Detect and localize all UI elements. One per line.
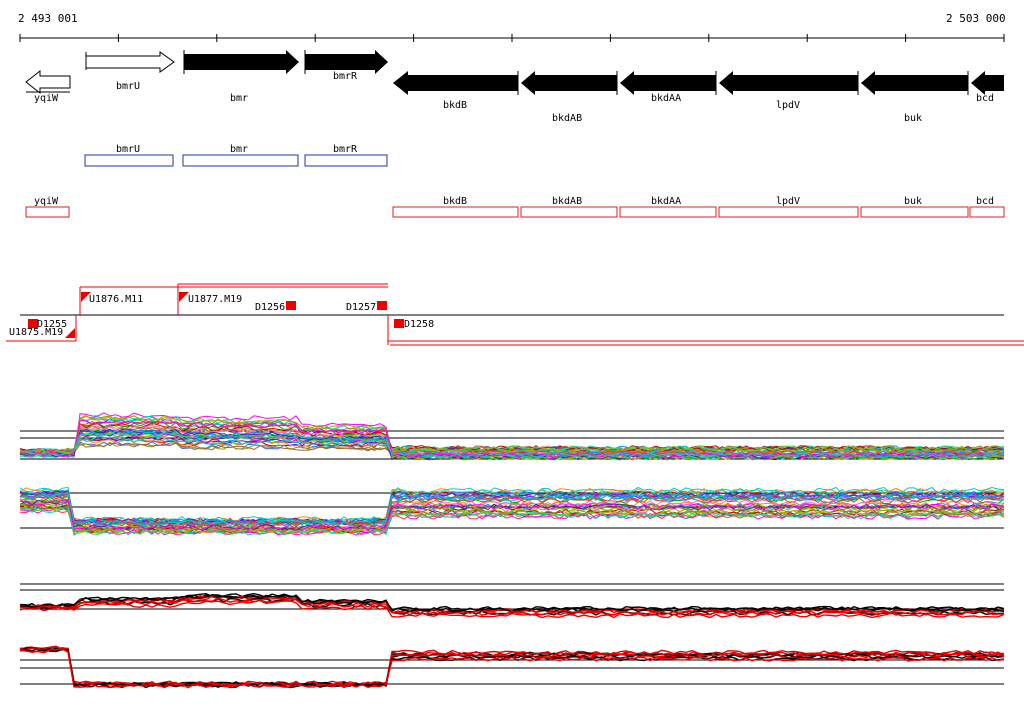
expression-profile-line — [19, 507, 1005, 536]
expression-profile-line — [19, 599, 1005, 619]
gene-arrow-bkdAA[interactable]: bkdAA — [620, 71, 717, 104]
reverse-box-yqiW[interactable]: yqiW — [25, 196, 70, 218]
expression-profile-line — [19, 646, 1005, 687]
forward-gene-boxes-track[interactable]: bmrU bmr bmrR — [84, 144, 388, 167]
expression-summary-forward[interactable] — [19, 583, 1005, 619]
gene-arrow-bmr[interactable]: bmr — [183, 50, 299, 104]
reverse-box-bkdB[interactable]: bkdB — [392, 196, 519, 218]
gene-label-bkdB: bkdB — [443, 100, 467, 111]
gene-arrow-buk[interactable]: buk — [861, 71, 969, 124]
forward-box-bmrU[interactable]: bmrU — [84, 144, 174, 167]
expression-summary-reverse[interactable] — [19, 645, 1005, 689]
expression-profile-line — [19, 430, 1005, 459]
svg-text:D1258: D1258 — [404, 319, 434, 330]
ruler-end-label: 2 503 000 — [946, 12, 1006, 25]
expression-profile-line — [20, 503, 1005, 534]
gene-label-bmr: bmr — [230, 93, 248, 104]
svg-text:buk: buk — [904, 196, 922, 207]
gene-label-bcd: bcd — [976, 93, 994, 104]
reverse-box-lpdV[interactable]: lpdV — [718, 196, 859, 218]
expression-profile-line — [19, 648, 1005, 689]
svg-text:D1255: D1255 — [37, 319, 67, 330]
promoter-U1877-M19[interactable]: U1877.M19 — [179, 292, 242, 305]
gene-label-bkdAA: bkdAA — [651, 93, 681, 104]
gene-label-buk: buk — [904, 113, 922, 124]
forward-box-bmrR[interactable]: bmrR — [304, 144, 388, 167]
promoter-U1875-M19[interactable]: U1875.M19 — [9, 327, 75, 338]
svg-text:bmrU: bmrU — [116, 144, 140, 155]
svg-text:bkdB: bkdB — [443, 196, 467, 207]
gene-label-yqiW: yqiW — [34, 93, 59, 104]
ruler-start-label: 2 493 001 — [18, 12, 78, 25]
svg-text:bkdAA: bkdAA — [651, 196, 681, 207]
expression-profile-line — [19, 595, 1005, 614]
position-ruler — [19, 34, 1005, 42]
expression-profile-line — [19, 491, 1005, 526]
gene-arrow-bmrU[interactable]: bmrU — [85, 51, 175, 92]
expression-profile-line — [19, 415, 1005, 461]
svg-text:U1875.M19: U1875.M19 — [9, 327, 63, 338]
svg-text:D1256: D1256 — [255, 302, 285, 313]
terminator-D1255[interactable]: D1255 — [28, 319, 67, 330]
svg-text:yqiW: yqiW — [34, 196, 59, 207]
svg-text:U1876.M11: U1876.M11 — [89, 294, 143, 305]
terminator-D1257[interactable]: D1257 — [346, 301, 387, 313]
gene-label-bmrR: bmrR — [333, 71, 358, 82]
svg-text:bmrR: bmrR — [333, 144, 358, 155]
gene-arrow-bkdAB[interactable]: bkdAB — [521, 71, 618, 124]
expression-profile-line — [19, 493, 1005, 528]
gene-label-lpdV: lpdV — [776, 100, 800, 111]
terminator-D1256[interactable]: D1256 — [255, 301, 296, 313]
expression-profile-line — [19, 492, 1005, 527]
expression-profile-line — [19, 422, 1005, 454]
reverse-box-bkdAA[interactable]: bkdAA — [619, 196, 717, 218]
regulatory-features-track[interactable]: U1876.M11 U1877.M19 U1875.M19 D1255 D125… — [6, 283, 1024, 346]
forward-box-bmr[interactable]: bmr — [182, 144, 299, 167]
svg-text:bkdAB: bkdAB — [552, 196, 582, 207]
reverse-box-bkdAB[interactable]: bkdAB — [520, 196, 618, 218]
gene-arrow-yqiW[interactable]: yqiW — [25, 69, 71, 104]
expression-profiles-forward[interactable] — [19, 412, 1005, 461]
expression-profile-line — [19, 419, 1005, 459]
gene-arrow-bmrR[interactable]: bmrR — [304, 50, 388, 82]
expression-profiles-reverse[interactable] — [19, 486, 1005, 536]
terminator-D1258[interactable]: D1258 — [394, 319, 434, 330]
reverse-box-bcd[interactable]: bcd — [969, 196, 1005, 218]
expression-profile-line — [19, 592, 1005, 612]
gene-arrows-track[interactable]: yqiW bmrU bmr bmrR bkdB bkdAB — [25, 50, 1004, 124]
reverse-gene-boxes-track[interactable]: yqiW bkdB bkdAB bkdAA lpdV buk bcd — [25, 196, 1005, 218]
gene-arrow-bcd[interactable]: bcd — [971, 71, 1004, 104]
expression-profile-line — [19, 499, 1005, 531]
svg-text:bmr: bmr — [230, 144, 248, 155]
svg-text:U1877.M19: U1877.M19 — [188, 294, 242, 305]
gene-label-bmrU: bmrU — [116, 81, 140, 92]
promoter-U1876-M11[interactable]: U1876.M11 — [81, 292, 143, 305]
reverse-box-buk[interactable]: buk — [860, 196, 969, 218]
svg-text:bcd: bcd — [976, 196, 994, 207]
expression-profile-line — [19, 496, 1005, 529]
gene-arrow-bkdB[interactable]: bkdB — [393, 71, 519, 111]
expression-profile-line — [19, 424, 1005, 454]
svg-text:D1257: D1257 — [346, 302, 376, 313]
expression-profile-line — [19, 597, 1004, 616]
gene-label-bkdAB: bkdAB — [552, 113, 582, 124]
ruler-ticks — [19, 34, 1005, 42]
gene-arrow-lpdV[interactable]: lpdV — [719, 71, 859, 111]
svg-text:lpdV: lpdV — [776, 196, 800, 207]
